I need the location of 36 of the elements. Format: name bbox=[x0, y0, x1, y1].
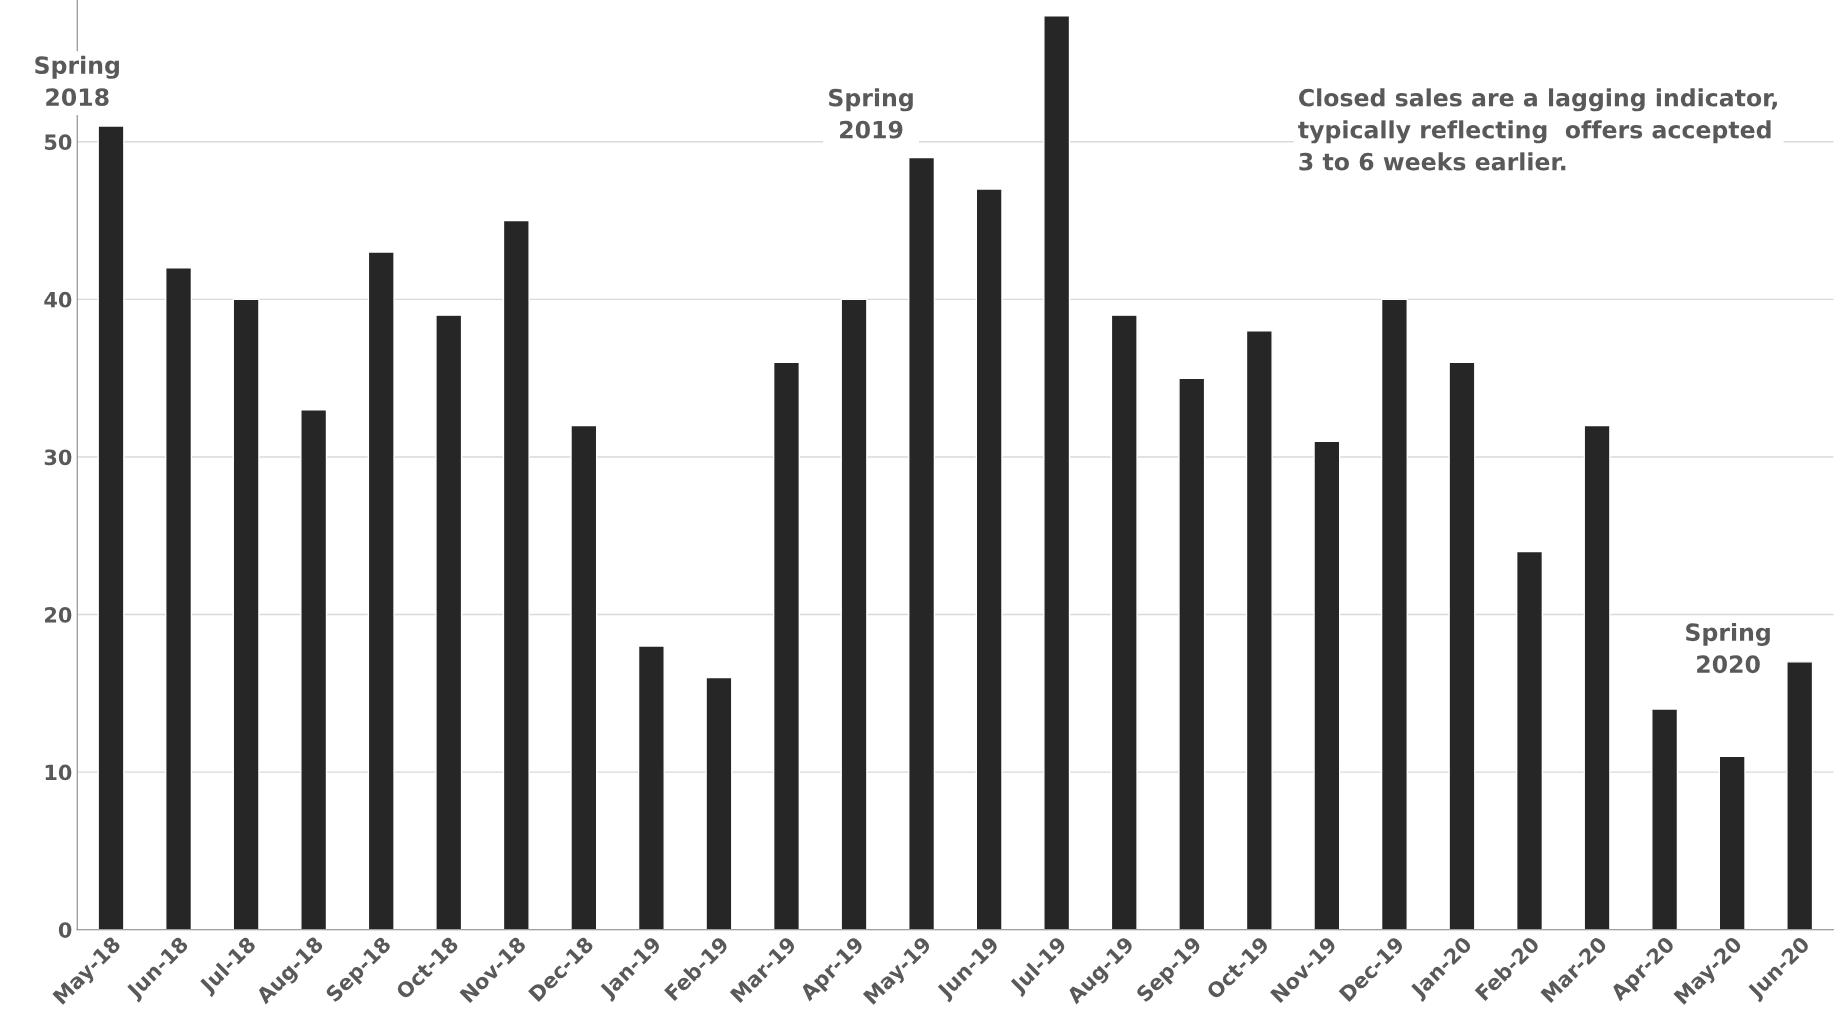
y-tick-label: 40 bbox=[44, 291, 72, 308]
bar bbox=[502, 219, 530, 930]
bar bbox=[637, 645, 665, 930]
bar bbox=[435, 314, 463, 930]
bar bbox=[165, 267, 193, 930]
bar bbox=[1515, 550, 1544, 930]
bar bbox=[1110, 314, 1138, 930]
bar bbox=[772, 361, 801, 930]
bar bbox=[908, 156, 936, 930]
bar bbox=[367, 251, 395, 930]
y-tick-label: 0 bbox=[58, 922, 72, 938]
annotation: Spring 2018 bbox=[35, 55, 119, 107]
y-tick-label: 30 bbox=[44, 449, 72, 466]
annotation: Spring 2019 bbox=[829, 88, 913, 139]
bar bbox=[97, 125, 125, 930]
bar bbox=[975, 188, 1003, 930]
bar bbox=[1651, 708, 1679, 930]
bar bbox=[1043, 15, 1071, 930]
bar bbox=[1448, 361, 1476, 930]
bar bbox=[1718, 755, 1746, 930]
bar bbox=[570, 424, 598, 930]
bar bbox=[1178, 377, 1206, 930]
bar bbox=[1583, 424, 1611, 930]
bar bbox=[1313, 440, 1341, 930]
annotation: Spring 2020 bbox=[1686, 622, 1770, 674]
bar bbox=[232, 298, 260, 930]
bar bbox=[300, 409, 328, 930]
y-tick-label: 20 bbox=[45, 607, 72, 623]
bar bbox=[1245, 330, 1273, 930]
y-tick-label: 50 bbox=[44, 134, 72, 151]
bar bbox=[1380, 298, 1408, 930]
bar bbox=[840, 298, 868, 930]
bar bbox=[705, 676, 733, 930]
annotation: Closed sales are a lagging indicator, typically reflecting offers accepted 3 to 6 weeks earlier. bbox=[1298, 88, 1777, 171]
y-tick-label: 10 bbox=[45, 764, 72, 781]
bar bbox=[1786, 661, 1814, 930]
